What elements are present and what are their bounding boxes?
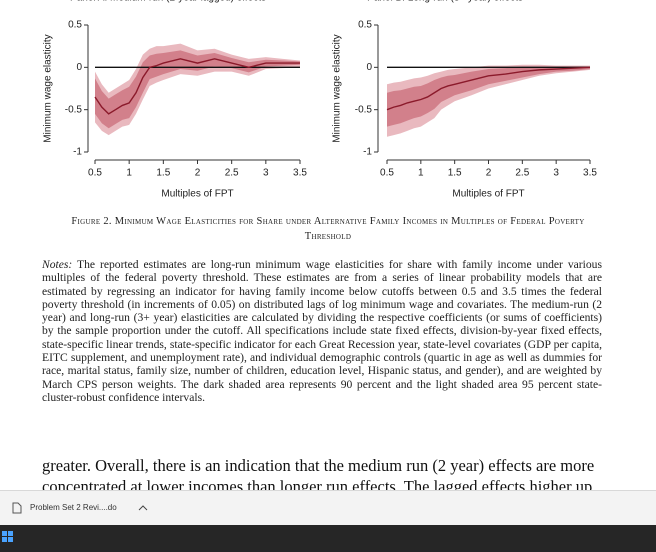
caption-text: Minimum Wage Elasticities for Share unde… [114,216,585,242]
y-tick-label: 0 [76,62,82,73]
download-item[interactable]: Problem Set 2 Revi....do [8,499,128,517]
x-tick-label: 3.5 [583,168,597,179]
chevron[interactable] [138,504,148,512]
confidence-band [387,66,590,127]
x-axis-label: Multiples of FPT [161,189,233,200]
notes-text: The reported estimates are long-run mini… [42,258,602,404]
x-tick-label: 3.5 [293,168,307,179]
panel-title: Panel B. Long-run (3+ year) effects [367,0,523,4]
x-tick-label: 2.5 [515,168,529,179]
x-axis-label: Multiples of FPT [452,189,524,200]
file-icon [12,502,22,514]
x-tick-label: 3 [553,168,559,179]
y-axis-label: Minimum wage elasticity [43,34,54,142]
notes: Notes: The reported estimates are long-r… [42,258,602,404]
y-tick-label: -0.5 [65,104,83,115]
y-tick-label: -0.5 [355,104,373,115]
y-tick-label: 0 [366,62,372,73]
body-text: greater. Overall, there is an indication… [42,456,595,475]
x-tick-label: 2 [195,168,201,179]
x-tick-label: 1.5 [156,168,170,179]
x-tick-label: 2.5 [225,168,239,179]
x-tick-label: 0.5 [380,168,394,179]
estimate-line [386,66,591,111]
y-axis-label: Minimum wage elasticity [332,34,343,142]
x-tick-label: 1 [126,168,132,179]
download-bar: Problem Set 2 Revi....do [0,490,656,526]
file-name: Problem Set 2 Revi....do [30,503,117,512]
panel-title: Panel A. Medium-run (2-year lagged) effe… [70,0,266,4]
x-tick-label: 0.5 [88,168,102,179]
y-tick-label: -1 [73,147,82,158]
notes-label: Notes: [42,258,73,271]
taskbar [0,525,656,552]
start-icon[interactable] [2,531,14,543]
x-tick-label: 1.5 [448,168,462,179]
y-tick-label: 0.5 [68,20,82,31]
figure-caption: Figure 2. Minimum Wage Elasticities for … [60,214,596,244]
confidence-band [95,50,300,129]
caption-label: Figure 2. [71,216,112,227]
figure: Panel A. Medium-run (2-year lagged) effe… [43,0,598,200]
estimate-line [94,58,300,115]
x-tick-label: 3 [263,168,269,179]
y-tick-label: -1 [363,147,372,158]
y-tick-label: 0.5 [358,20,372,31]
x-tick-label: 2 [486,168,492,179]
x-tick-label: 1 [418,168,424,179]
